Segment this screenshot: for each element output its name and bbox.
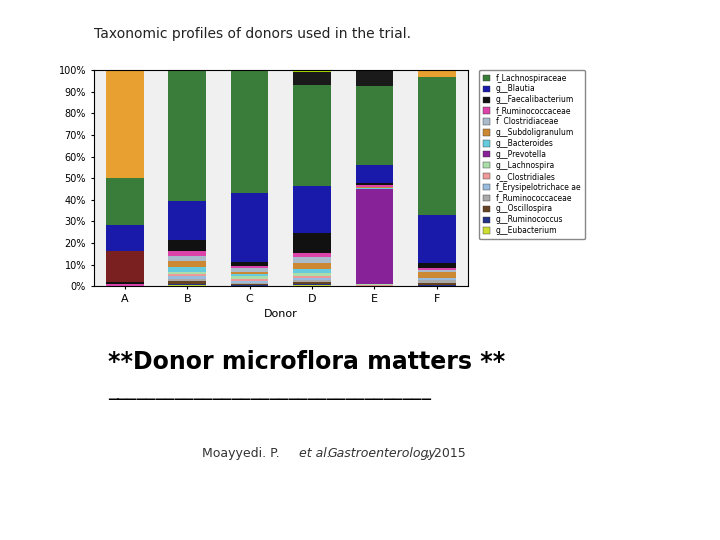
Bar [231, 283, 269, 284]
Bar [418, 268, 456, 270]
Bar [356, 185, 393, 187]
Bar [168, 284, 206, 285]
Legend: f_Lachnospiraceae, g__Blautia, g__Faecalibacterium, f_Ruminococcaceae, f  Clostr: f_Lachnospiraceae, g__Blautia, g__Faecal… [480, 70, 585, 239]
Bar [293, 282, 330, 284]
Bar [418, 285, 456, 286]
Bar [106, 284, 143, 286]
Text: et al.: et al. [299, 447, 335, 460]
Bar [293, 284, 330, 285]
Bar [356, 285, 393, 286]
Text: Moayyedi. P.: Moayyedi. P. [202, 447, 287, 460]
Bar [168, 256, 206, 261]
Bar [293, 278, 330, 280]
Bar [293, 263, 330, 269]
Bar [106, 225, 143, 251]
Bar [293, 85, 330, 186]
Bar [231, 272, 269, 274]
Bar [293, 280, 330, 282]
Bar [293, 233, 330, 253]
Bar [356, 284, 393, 285]
Text: __________________________________: __________________________________ [108, 381, 431, 400]
Bar [231, 262, 269, 266]
Text: , 2015: , 2015 [426, 447, 466, 460]
Bar [168, 267, 206, 272]
Bar [418, 263, 456, 268]
Bar [106, 178, 143, 225]
Bar [106, 70, 143, 178]
Bar [168, 201, 206, 240]
Bar [231, 281, 269, 283]
Bar [293, 276, 330, 278]
Bar [231, 70, 269, 193]
Bar [231, 193, 269, 262]
Bar [293, 70, 330, 72]
Bar [418, 77, 456, 215]
Bar [356, 190, 393, 284]
Bar [293, 72, 330, 85]
Text: Gastroenterology: Gastroenterology [328, 447, 436, 460]
Bar [168, 261, 206, 267]
Text: **Donor microflora matters **: **Donor microflora matters ** [108, 350, 505, 374]
Bar [168, 251, 206, 256]
Bar [356, 188, 393, 190]
Text: Taxonomic profiles of donors used in the trial.: Taxonomic profiles of donors used in the… [94, 27, 410, 41]
Bar [231, 266, 269, 268]
Bar [231, 285, 269, 286]
Bar [293, 186, 330, 233]
Bar [293, 285, 330, 286]
Bar [418, 280, 456, 283]
Bar [168, 285, 206, 286]
Bar [168, 70, 206, 201]
Bar [168, 276, 206, 279]
Bar [418, 283, 456, 285]
Bar [418, 215, 456, 263]
Bar [231, 279, 269, 281]
Bar [168, 281, 206, 284]
Bar [418, 272, 456, 278]
Bar [231, 268, 269, 272]
Bar [168, 274, 206, 276]
Bar [356, 70, 393, 86]
Bar [418, 278, 456, 280]
Bar [168, 240, 206, 251]
Bar [231, 276, 269, 279]
Bar [168, 272, 206, 274]
Bar [356, 86, 393, 165]
Bar [356, 165, 393, 183]
Bar [418, 70, 456, 77]
Bar [231, 274, 269, 276]
Bar [293, 258, 330, 263]
Bar [293, 273, 330, 276]
Bar [356, 187, 393, 188]
Bar [231, 284, 269, 285]
Bar [106, 251, 143, 281]
Bar [168, 279, 206, 281]
Bar [293, 269, 330, 273]
Bar [293, 253, 330, 258]
X-axis label: Donor: Donor [264, 309, 297, 319]
Bar [356, 183, 393, 185]
Bar [418, 270, 456, 272]
Bar [106, 281, 143, 284]
